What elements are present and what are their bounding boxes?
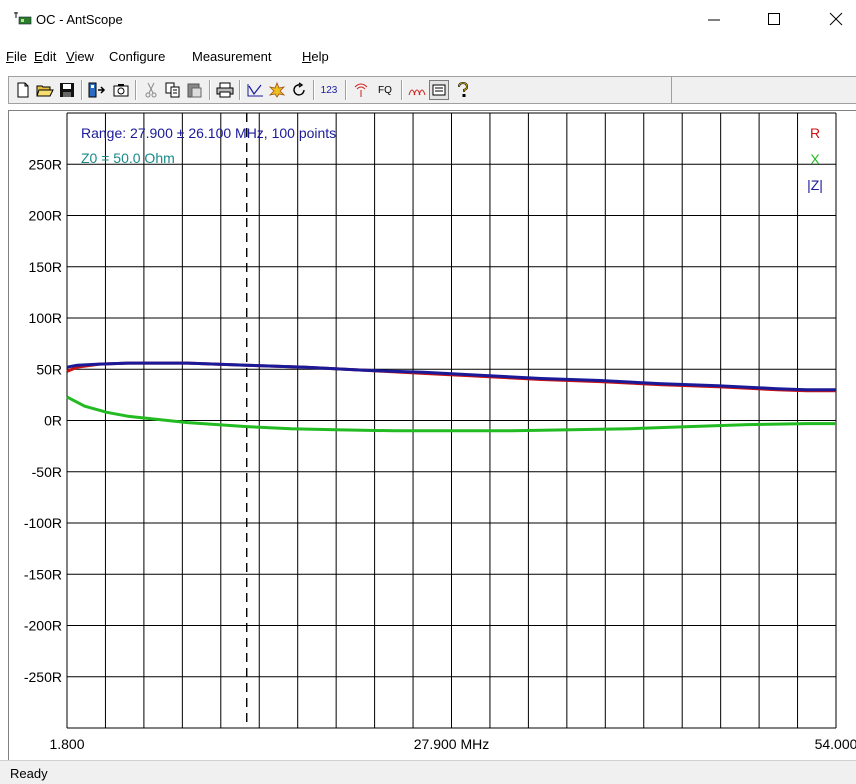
- refresh-button[interactable]: [289, 80, 309, 100]
- numeric-label: 123: [320, 84, 338, 96]
- menu-measurement[interactable]: Measurement: [192, 49, 272, 64]
- copy-button[interactable]: [163, 80, 183, 100]
- toolbar: 123 FQ: [8, 76, 672, 104]
- camera-icon: [113, 84, 129, 97]
- run-button[interactable]: [267, 80, 287, 100]
- menu-file[interactable]: File: [6, 49, 27, 64]
- toolbar-separator: [135, 80, 137, 100]
- impedance-chart: 250R 200R 150R 100R 50R 0R -50R -100R -150R -200R…: [24, 112, 856, 752]
- x-tick-label: 54.000: [815, 736, 856, 752]
- printer-icon: [216, 82, 234, 98]
- maximize-button[interactable]: [760, 6, 788, 32]
- close-button[interactable]: [822, 6, 850, 32]
- plot-area[interactable]: 250R 200R 150R 100R 50R 0R -50R -100R -150R -200R…: [8, 110, 856, 760]
- help-button[interactable]: [453, 80, 473, 100]
- series-x-line: [66, 395, 836, 433]
- antenna-button[interactable]: [351, 80, 371, 100]
- legend-entry: X: [810, 151, 820, 167]
- export-icon: [88, 82, 106, 98]
- paste-icon: [187, 83, 202, 98]
- export-button[interactable]: [87, 80, 107, 100]
- open-button[interactable]: [35, 80, 55, 100]
- y-tick-label: 50R: [36, 361, 62, 377]
- y-tick-label: -100R: [24, 515, 62, 531]
- title-bar: OC - AntScope: [0, 0, 856, 40]
- legend-toggle-button[interactable]: [429, 80, 449, 100]
- menu-edit[interactable]: Edit: [34, 49, 57, 64]
- close-icon: [829, 12, 843, 26]
- legend-entry: R: [810, 125, 820, 141]
- antscope-app-icon: [14, 11, 32, 25]
- toolbar-separator: [345, 80, 347, 100]
- toolbar-empty-area: [672, 76, 856, 104]
- minimize-button[interactable]: [700, 6, 728, 32]
- toolbar-separator: [81, 80, 83, 100]
- status-text: Ready: [10, 766, 48, 781]
- y-tick-label: 200R: [29, 208, 62, 224]
- fq-label: FQ: [378, 84, 392, 96]
- maximize-icon: [768, 13, 780, 25]
- minimize-icon: [708, 19, 720, 21]
- legend-entry: |Z|: [807, 177, 823, 193]
- copy-icon: [165, 82, 180, 98]
- numeric-button[interactable]: 123: [317, 80, 341, 100]
- starburst-icon: [268, 82, 286, 98]
- x-tick-label: 27.900 MHz: [414, 736, 489, 752]
- status-bar: Ready: [0, 760, 856, 784]
- y-tick-label: 250R: [29, 156, 62, 172]
- y-tick-label: 150R: [29, 259, 62, 275]
- question-mark-icon: [458, 82, 469, 97]
- y-tick-label: -50R: [32, 464, 62, 480]
- window-title: OC - AntScope: [36, 12, 123, 27]
- antenna-icon: [354, 83, 368, 97]
- x-tick-label: 1.800: [49, 736, 84, 752]
- new-button[interactable]: [13, 80, 33, 100]
- y-tick-label: 0R: [44, 413, 62, 429]
- toolbar-separator: [239, 80, 241, 100]
- list-icon: [432, 84, 446, 96]
- paste-button[interactable]: [185, 80, 205, 100]
- save-disk-icon: [60, 83, 74, 97]
- new-file-icon: [17, 82, 29, 98]
- z0-info-text: Z0 = 50.0 Ohm: [81, 150, 175, 166]
- save-button[interactable]: [57, 80, 77, 100]
- y-tick-label: -200R: [24, 618, 62, 634]
- menu-help[interactable]: Help: [302, 49, 329, 64]
- cut-button[interactable]: [141, 80, 161, 100]
- fq-button[interactable]: FQ: [373, 80, 397, 100]
- multi-trace-button[interactable]: [407, 80, 427, 100]
- graph-icon: [247, 84, 263, 97]
- range-info-text: Range: 27.900 ± 26.100 MHz, 100 points: [81, 125, 336, 141]
- toolbar-separator: [401, 80, 403, 100]
- print-button[interactable]: [215, 80, 235, 100]
- y-tick-label: -150R: [24, 566, 62, 582]
- y-tick-label: 100R: [29, 310, 62, 326]
- graph-button[interactable]: [245, 80, 265, 100]
- open-folder-icon: [36, 85, 54, 97]
- menu-bar: File Edit View Configure Measurement Hel…: [0, 46, 856, 68]
- menu-view[interactable]: View: [66, 49, 94, 64]
- toolbar-separator: [313, 80, 315, 100]
- series-z-line: [66, 361, 836, 392]
- screenshot-button[interactable]: [111, 80, 131, 100]
- scissors-icon: [145, 82, 157, 98]
- refresh-icon: [293, 82, 305, 96]
- waves-icon: [408, 89, 426, 96]
- menu-configure[interactable]: Configure: [109, 49, 166, 64]
- toolbar-separator: [209, 80, 211, 100]
- y-tick-label: -250R: [24, 669, 62, 685]
